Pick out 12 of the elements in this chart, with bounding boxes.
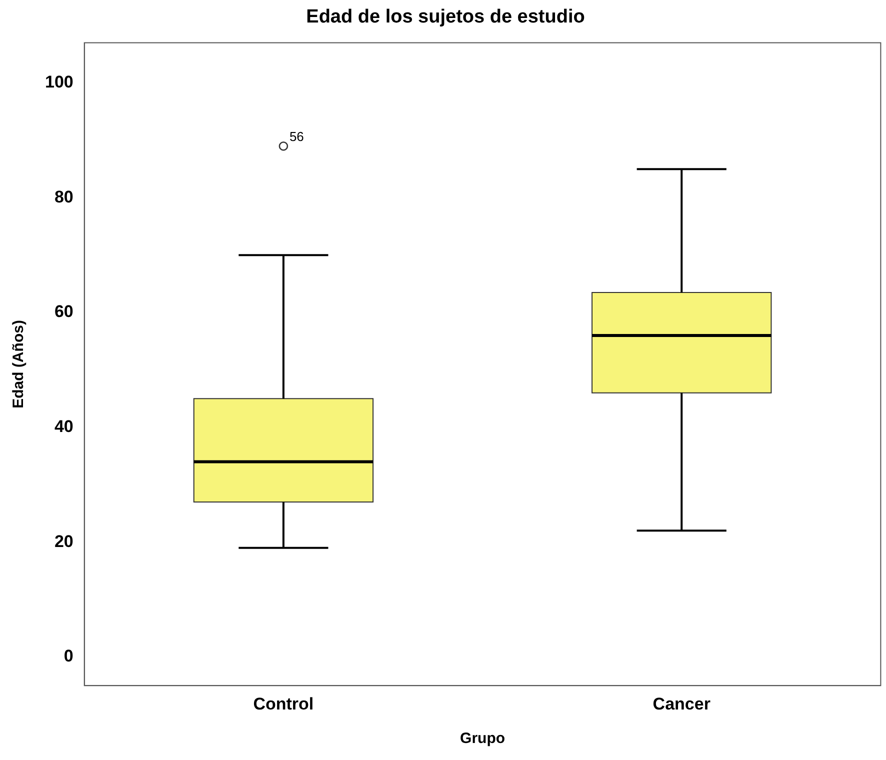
y-tick-label: 80 [54, 187, 74, 206]
y-tick-label: 60 [54, 302, 74, 322]
annotation: 56 [289, 129, 304, 144]
chart-title: Edad de los sujetos de estudio [306, 6, 585, 28]
x-axis-title: Grupo [460, 730, 506, 748]
x-tick-label: Control [253, 694, 314, 714]
y-axis-title: Edad (Años) [10, 320, 28, 408]
y-tick-label: 100 [44, 72, 74, 92]
x-tick-label: Cancer [652, 694, 711, 714]
y-tick-label: 40 [54, 417, 74, 436]
y-tick-label: 0 [64, 646, 74, 666]
y-tick-label: 20 [54, 532, 74, 551]
